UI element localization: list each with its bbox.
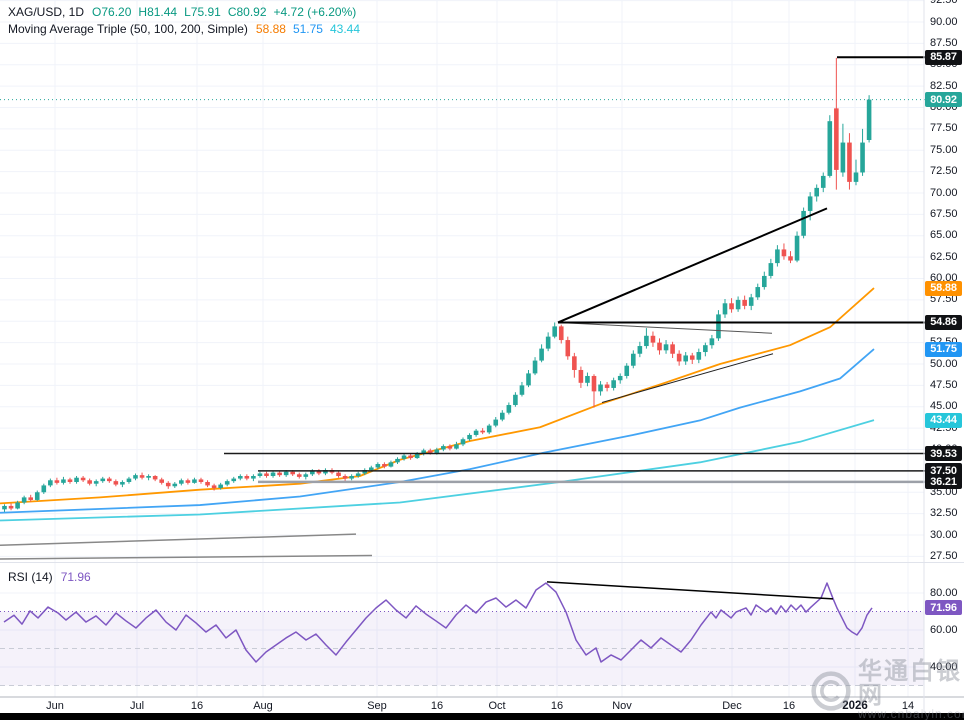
price-tick-label: 67.50: [930, 207, 958, 220]
time-tick-label: Aug: [253, 700, 273, 712]
rsi-legend[interactable]: RSI (14) 71.96: [8, 570, 91, 584]
price-badge: 80.92: [925, 92, 962, 108]
price-tick-label: 27.50: [930, 549, 958, 562]
rsi-tick-label: 60.00: [930, 623, 958, 636]
ohlc-open: O76.20: [92, 5, 132, 19]
ohlc-close: C80.92: [227, 5, 267, 19]
time-tick-label: 16: [430, 700, 444, 712]
ma-legend-name: Moving Average Triple (50, 100, 200, Sim…: [8, 22, 248, 36]
time-tick-label: 16: [782, 700, 796, 712]
time-tick-label: Jul: [129, 700, 145, 712]
ohlc-change: +4.72 (+6.20%): [273, 5, 357, 19]
time-tick-label: 16: [190, 700, 204, 712]
price-badge: 43.44: [925, 412, 962, 428]
time-tick-label: Sep: [367, 700, 387, 712]
rsi-value: 71.96: [60, 570, 91, 584]
price-badge: 54.86: [925, 314, 962, 330]
time-tick-label: Jun: [46, 700, 64, 712]
price-tick-label: 57.50: [930, 293, 958, 306]
time-tick-label: 14: [901, 700, 915, 712]
candles-layer: [2, 57, 872, 512]
price-tick-label: 77.50: [930, 122, 958, 135]
time-tick-label: Nov: [612, 700, 632, 712]
rsi-trendline[interactable]: [546, 581, 834, 600]
price-tick-label: 82.50: [930, 79, 958, 92]
trendline[interactable]: [557, 207, 828, 324]
ma50-value: 58.88: [255, 22, 286, 36]
ma50-line[interactable]: [0, 287, 875, 505]
time-tick-label: 16: [550, 700, 564, 712]
ma200-value: 43.44: [329, 22, 361, 36]
rsi-line: [3, 582, 873, 663]
rsi-legend-name: RSI (14): [8, 570, 53, 584]
window-bottom-edge: [0, 713, 964, 720]
price-tick-label: 87.50: [930, 36, 958, 49]
trendline[interactable]: [0, 554, 373, 560]
time-tick-label: Dec: [722, 700, 742, 712]
ma-legend[interactable]: Moving Average Triple (50, 100, 200, Sim…: [8, 22, 360, 36]
price-tick-label: 72.50: [930, 165, 958, 178]
symbol-legend[interactable]: XAG/USD, 1D O76.20 H81.44 L75.91 C80.92 +4.72…: [8, 5, 363, 19]
price-badge: 36.21: [925, 474, 962, 490]
price-tick-label: 47.50: [930, 378, 958, 391]
price-badge: 58.88: [925, 280, 962, 296]
time-tick-label: 2026: [842, 700, 868, 712]
ohlc-low: L75.91: [184, 5, 221, 19]
price-badge: 85.87: [925, 49, 962, 65]
ohlc-high: H81.44: [138, 5, 178, 19]
trendline[interactable]: [0, 533, 357, 547]
price-tick-label: 75.00: [930, 143, 958, 156]
price-badge: 51.75: [925, 341, 962, 357]
price-tick-label: 45.00: [930, 400, 958, 413]
price-tick-label: 92.50: [930, 0, 958, 7]
trendline[interactable]: [601, 353, 774, 403]
rsi-tick-label: 80.00: [930, 586, 958, 599]
time-tick-label: Oct: [488, 700, 506, 712]
symbol-title: XAG/USD, 1D: [8, 5, 85, 19]
rsi-tick-label: 40.00: [930, 660, 958, 673]
rsi-badge: 71.96: [925, 600, 962, 616]
price-badge: 39.53: [925, 446, 962, 462]
price-tick-label: 62.50: [930, 250, 958, 263]
ma100-line[interactable]: [0, 348, 875, 514]
price-tick-label: 65.00: [930, 229, 958, 242]
price-tick-label: 30.00: [930, 528, 958, 541]
trendline[interactable]: [557, 321, 773, 334]
price-tick-label: 90.00: [930, 15, 958, 28]
price-tick-label: 50.00: [930, 357, 958, 370]
ma100-value: 51.75: [292, 22, 323, 36]
price-tick-label: 70.00: [930, 186, 958, 199]
price-tick-label: 32.50: [930, 507, 958, 520]
